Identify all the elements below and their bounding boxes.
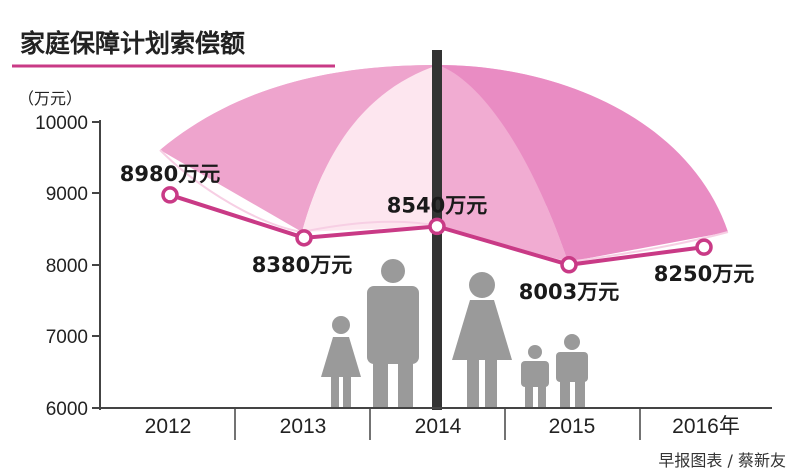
chart-title: 家庭保障计划索偿额	[20, 29, 245, 58]
data-point	[161, 186, 179, 204]
y-tick-label: 6000	[46, 399, 88, 420]
y-axis-unit: （万元）	[18, 89, 82, 108]
data-point	[428, 217, 446, 236]
y-tick-label: 10000	[35, 113, 88, 134]
source-credit: 早报图表 / 蔡新友	[658, 451, 786, 470]
umbrella-illustration	[159, 50, 729, 410]
y-tick-label: 8000	[46, 256, 88, 277]
series-claims: 8980万元 8380万元 8540万元 8003万元 8250万元	[120, 162, 754, 304]
x-tick-label: 2013	[280, 415, 327, 438]
data-label: 8540万元	[387, 193, 487, 217]
x-tick-label: 2016年	[672, 415, 740, 438]
data-label: 8980万元	[120, 162, 220, 186]
data-label: 8380万元	[252, 253, 352, 277]
x-tick-label: 2014	[415, 415, 462, 438]
x-tick-label: 2012	[145, 415, 192, 438]
data-point	[295, 229, 313, 247]
data-label: 8003万元	[519, 280, 619, 304]
data-point	[560, 256, 578, 274]
y-tick-label: 9000	[46, 184, 88, 205]
data-point	[695, 238, 713, 256]
family-figures	[321, 259, 588, 408]
x-tick-label: 2015	[549, 415, 596, 438]
y-ticks: 10000 9000 8000 7000 6000	[35, 113, 100, 420]
y-tick-label: 7000	[46, 327, 88, 348]
data-label: 8250万元	[654, 262, 754, 286]
x-ticks: 2012 2013 2014 2015 2016年	[145, 408, 740, 440]
